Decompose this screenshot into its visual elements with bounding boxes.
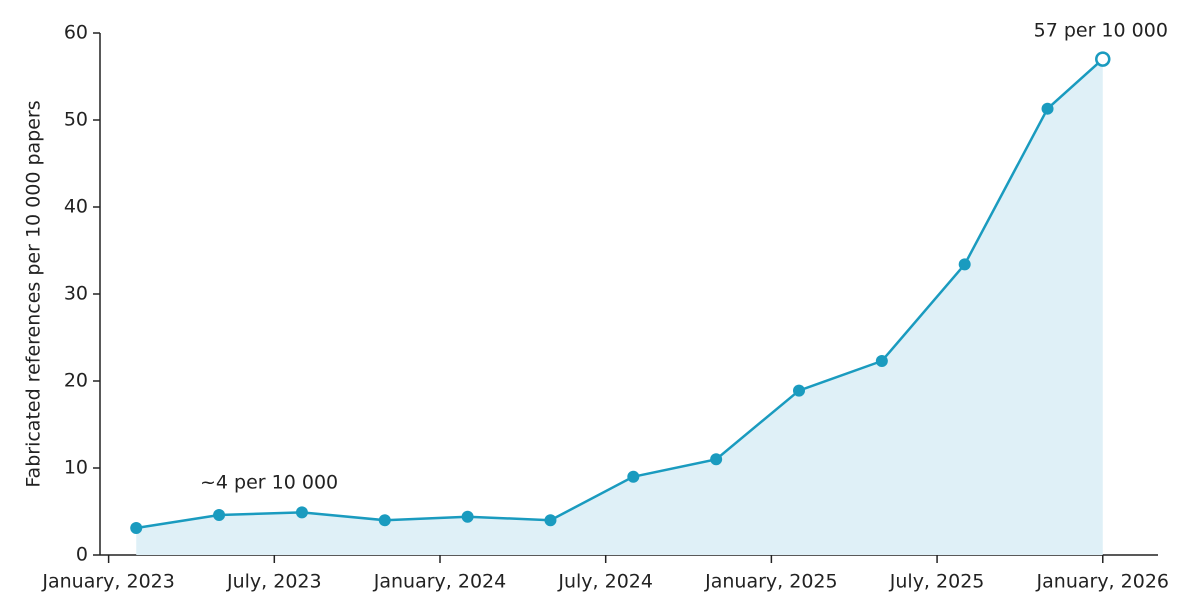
y-axis-label: Fabricated references per 10 000 papers: [23, 100, 45, 487]
x-tick-label: January, 2023: [41, 571, 174, 593]
y-tick-label: 20: [64, 370, 88, 392]
point: [958, 258, 971, 271]
y-tick-label: 40: [64, 196, 88, 218]
point: [710, 453, 723, 466]
point: [378, 514, 391, 527]
x-tick-label: January, 2026: [1036, 571, 1169, 593]
point: [627, 470, 640, 483]
y-tick-label: 30: [64, 283, 88, 305]
point: [793, 384, 805, 397]
y-tick-label: 60: [64, 22, 88, 44]
annotation: ~4 per 10 000: [200, 471, 338, 493]
x-tick-label: July, 2025: [889, 571, 985, 593]
point: [1095, 51, 1111, 67]
y-tick-label: 10: [64, 457, 88, 479]
point: [213, 508, 226, 521]
x-tick-label: January, 2025: [704, 571, 837, 593]
y-tick-label: 0: [76, 544, 88, 566]
point: [295, 506, 308, 519]
point: [1041, 102, 1054, 115]
x-tick-label: July, 2024: [557, 571, 653, 593]
point: [461, 510, 474, 523]
x-tick-label: July, 2023: [226, 571, 322, 593]
y-tick-label: 50: [64, 109, 88, 131]
annotation: 57 per 10 000: [1034, 20, 1168, 42]
point: [130, 522, 143, 535]
point: [875, 354, 888, 367]
point: [544, 514, 557, 527]
area: [136, 59, 1103, 555]
x-tick-label: January, 2024: [373, 571, 506, 593]
